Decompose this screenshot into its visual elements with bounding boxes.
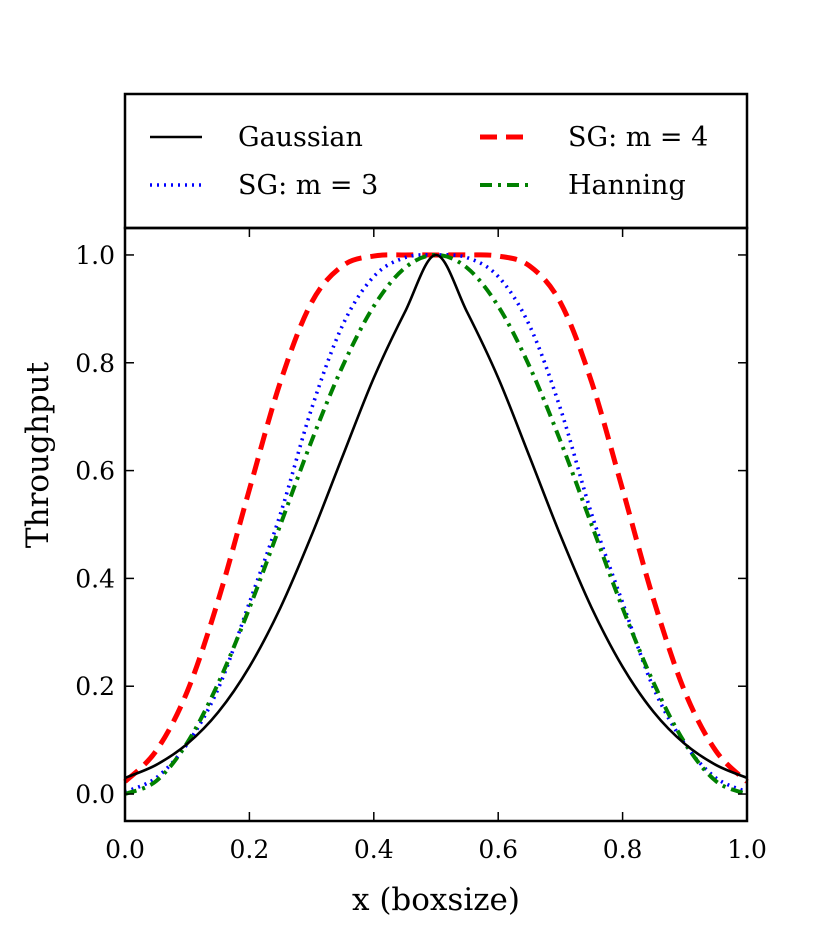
y-tick-label: 0.2 [75,672,115,701]
series-line-hanning [124,252,748,796]
legend: Gaussian SG: m = 3 SG: m = 4 Hanning [150,122,708,201]
series-layer [123,252,749,796]
legend-label: Hanning [568,170,686,201]
y-tick-label: 0.8 [75,349,115,378]
ticks: 0.0 0.2 0.4 0.6 0.8 1.0 0.0 0.2 0.4 0.6 0.8 1.0 [75,228,767,864]
plot-frame [123,226,749,823]
plot-area: 0.0 0.2 0.4 0.6 0.8 1.0 0.0 0.2 0.4 0.6 0.8 1.0 [75,226,767,864]
y-tick-label: 0.6 [75,457,115,486]
y-tick-label: 0.0 [75,780,115,809]
x-tick-label: 0.2 [230,835,270,864]
series-line-sg-m-4 [123,252,749,784]
x-tick-label: 1.0 [727,835,767,864]
y-tick-label: 1.0 [75,241,115,270]
y-tick-label: 0.4 [75,564,115,593]
x-axis-label: x (boxsize) [352,882,520,918]
legend-label: SG: m = 3 [238,170,378,201]
x-tick-label: 0.4 [354,835,394,864]
series-line-gaussian [124,253,748,780]
x-tick-label: 0.6 [478,835,518,864]
legend-box [123,92,749,230]
legend-label: SG: m = 4 [568,122,708,153]
legend-label: Gaussian [238,122,363,153]
x-tick-label: 0.0 [105,835,145,864]
x-tick-label: 0.8 [603,835,643,864]
y-axis-label: Throughput [20,361,56,548]
